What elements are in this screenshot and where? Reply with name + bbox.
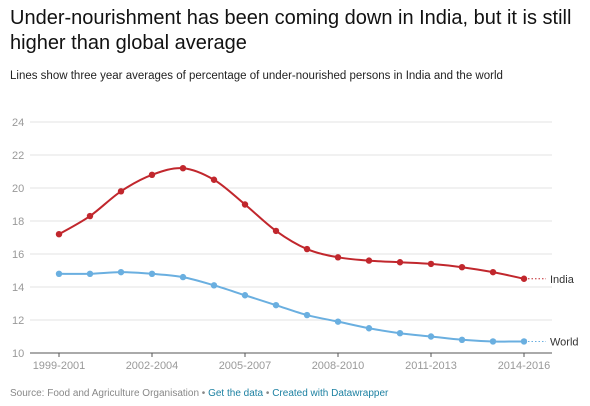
x-tick-label: 1999-2001	[33, 360, 86, 372]
x-tick-label: 2011-2013	[405, 360, 457, 372]
series-india: India	[55, 165, 575, 286]
separator: •	[201, 388, 206, 399]
india-point	[241, 201, 249, 208]
x-tick-label: 2005-2007	[219, 360, 272, 372]
series: India World	[55, 165, 579, 348]
india-point	[489, 268, 497, 276]
world-point	[210, 282, 218, 289]
series-world: World	[55, 268, 579, 348]
y-axis-ticks: 10 12 14 16 18 20 22 24	[12, 117, 24, 360]
india-point	[86, 212, 94, 220]
world-line	[58, 271, 525, 343]
y-tick-label: 24	[12, 117, 24, 129]
y-tick-label: 22	[12, 150, 24, 162]
y-tick-label: 14	[12, 282, 24, 294]
india-point	[148, 171, 156, 178]
world-point	[55, 270, 63, 277]
india-point	[210, 176, 218, 183]
world-point	[520, 338, 528, 345]
world-point	[117, 268, 125, 276]
india-point	[365, 257, 373, 264]
y-tick-label: 16	[12, 249, 24, 261]
y-tick-label: 12	[12, 315, 24, 327]
world-point	[148, 270, 156, 277]
x-tick-label: 2002-2004	[126, 360, 179, 372]
x-tick-label: 2008-2010	[312, 360, 365, 372]
world-point	[86, 270, 94, 277]
chart-footer: Source: Food and Agriculture Organisatio…	[10, 388, 388, 399]
source-note: Source: Food and Agriculture Organisatio…	[10, 388, 199, 399]
india-point	[458, 264, 466, 271]
x-tick-label: 2014-2016	[498, 360, 551, 372]
separator: •	[265, 388, 270, 399]
world-point	[396, 330, 404, 337]
india-point	[117, 188, 125, 195]
get-data-link[interactable]: Get the data	[208, 388, 264, 399]
world-point	[458, 336, 466, 343]
x-axis-ticks: 1999-2001 2002-2004 2005-2007 2008-2010 2011…	[33, 353, 551, 372]
world-point	[179, 273, 187, 281]
y-tick-label: 10	[12, 348, 24, 360]
world-point	[427, 333, 435, 340]
series-label-world: World	[550, 336, 579, 348]
line-chart: 10 12 14 16 18 20 22 24 1999-2001 2002-2004 2005-…	[12, 117, 579, 372]
world-point	[272, 301, 280, 309]
series-label-india: India	[550, 274, 575, 286]
chart-subtitle: Lines show three year averages of percen…	[10, 70, 503, 82]
india-point	[272, 227, 280, 235]
y-tick-label: 20	[12, 183, 24, 195]
india-point	[427, 260, 435, 268]
india-point	[334, 254, 342, 261]
india-point	[55, 231, 63, 238]
datawrapper-link[interactable]: Created with Datawrapper	[272, 388, 389, 399]
world-point	[489, 338, 497, 345]
y-tick-label: 18	[12, 216, 24, 228]
india-point	[520, 275, 528, 282]
world-point	[241, 292, 249, 299]
india-point	[179, 165, 187, 172]
india-point	[396, 259, 404, 266]
world-point	[334, 318, 342, 325]
world-point	[365, 325, 373, 332]
india-line	[58, 167, 525, 280]
india-point	[303, 245, 311, 253]
world-point	[303, 311, 311, 319]
chart-title: Under-nourishment has been coming down i…	[10, 7, 572, 54]
grid	[30, 121, 552, 354]
